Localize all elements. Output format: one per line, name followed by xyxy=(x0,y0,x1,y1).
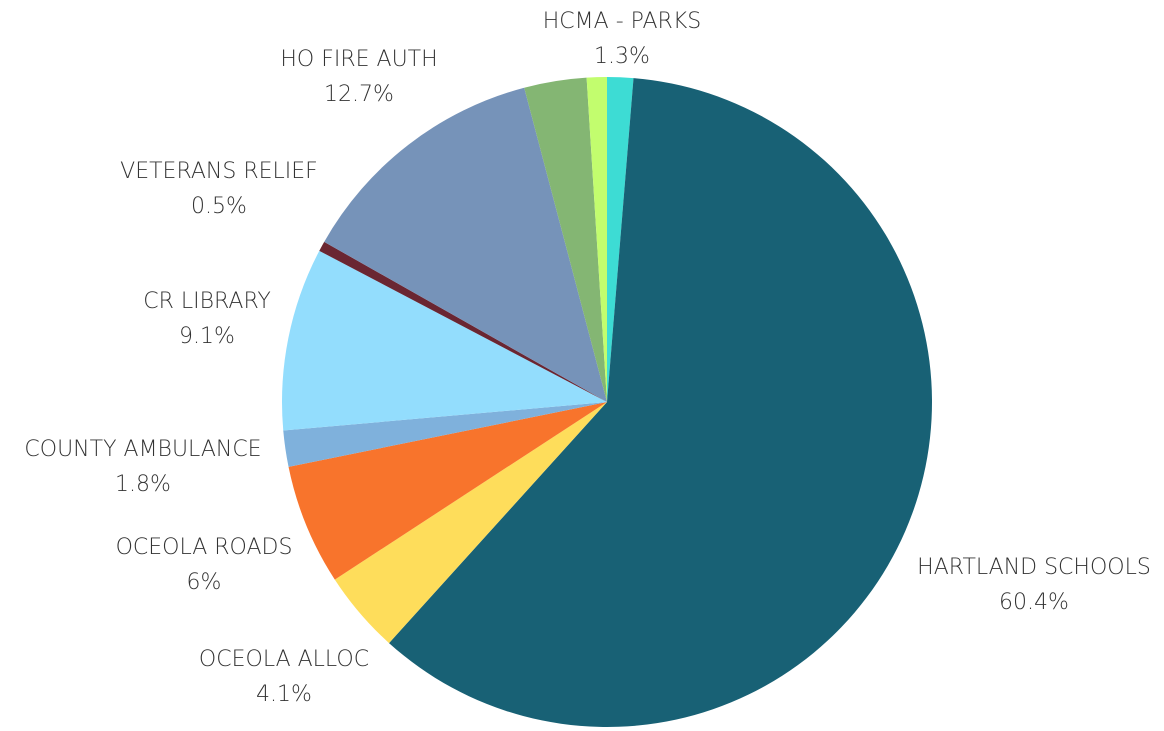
pie-slice xyxy=(283,402,607,467)
slice-value-label: 60.4% xyxy=(999,590,1069,615)
slice-label: HCMA - PARKS xyxy=(543,9,701,34)
slice-value-label: 12.7% xyxy=(324,82,394,107)
slice-label: VETERANS RELIEF xyxy=(120,159,318,184)
pie-slice xyxy=(319,241,607,402)
pie-slice xyxy=(334,402,607,644)
pie-slice xyxy=(324,87,607,402)
slice-value-label: 1.3% xyxy=(594,44,650,69)
pie-slice xyxy=(282,250,607,431)
slice-label: HARTLAND SCHOOLS xyxy=(917,555,1151,580)
slice-label: CR LIBRARY xyxy=(143,289,271,314)
slice-label: COUNTY AMBULANCE xyxy=(24,437,261,462)
slice-label: HO FIRE AUTH xyxy=(280,47,437,72)
slice-value-label: 9.1% xyxy=(179,324,235,349)
pie-slice xyxy=(524,77,607,403)
pie-slice xyxy=(288,402,607,580)
pie-slice xyxy=(607,77,634,402)
slice-value-label: 1.8% xyxy=(115,472,171,497)
slice-value-label: 4.1% xyxy=(256,682,312,707)
slice-label: OCEOLA ALLOC xyxy=(199,647,369,672)
pie-slice xyxy=(389,78,933,728)
pie-slice xyxy=(586,77,607,402)
slice-value-label: 6% xyxy=(187,570,222,595)
slice-label: OCEOLA ROADS xyxy=(116,535,293,560)
slice-value-label: 0.5% xyxy=(191,194,247,219)
